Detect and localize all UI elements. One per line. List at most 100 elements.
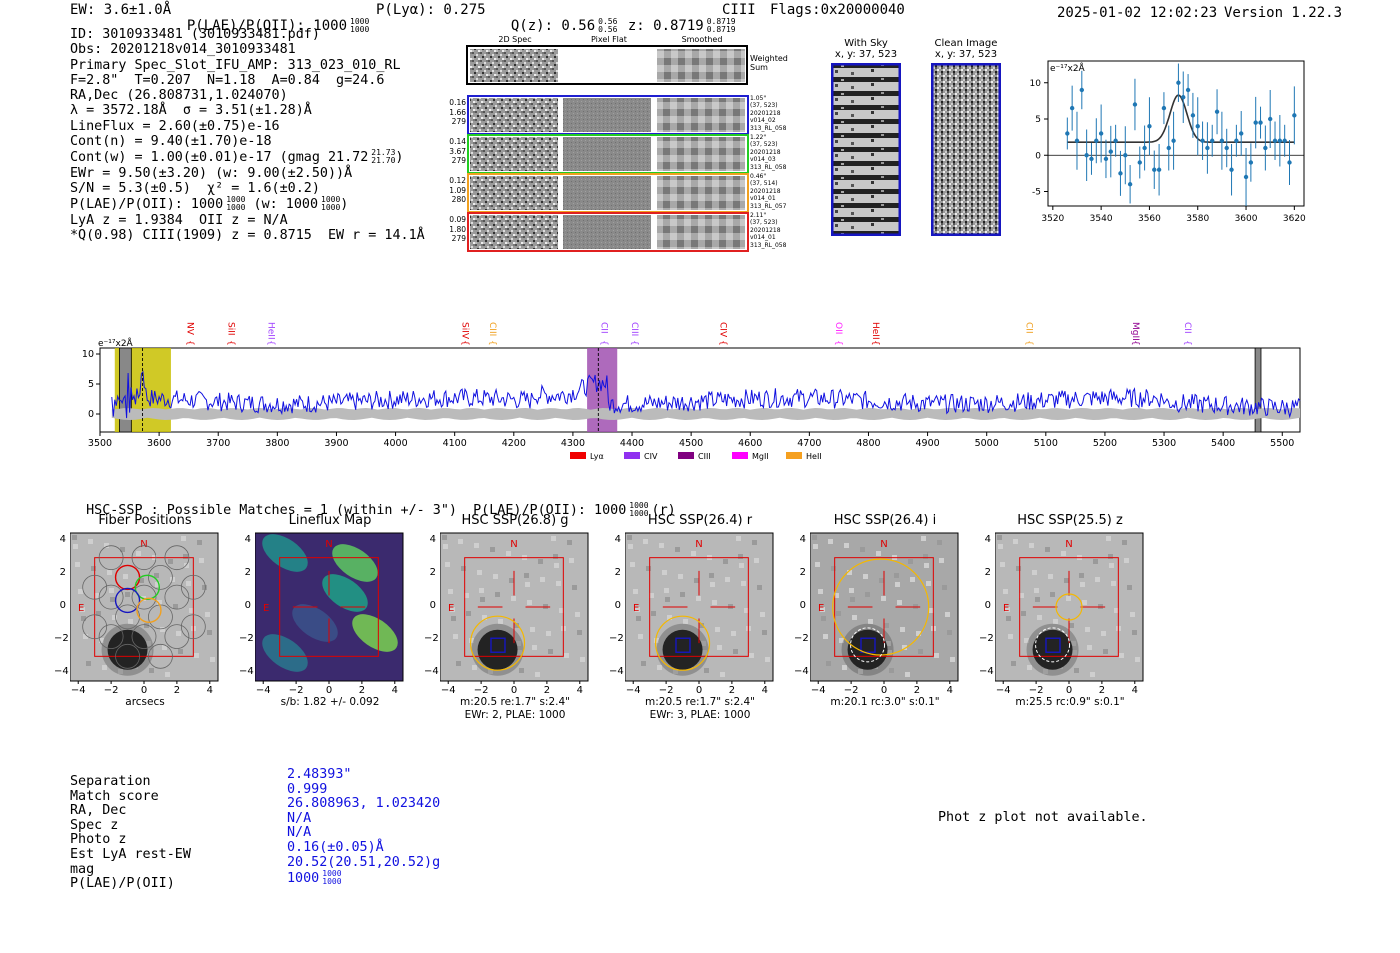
- cutout-2dspec: [470, 176, 558, 210]
- cutout-meta: (37, 523): [750, 102, 778, 110]
- hsc-noise: [1034, 588, 1039, 593]
- with-sky-title: With Sky x, y: 37, 523: [826, 38, 906, 60]
- match-value-text: 1000: [287, 871, 320, 887]
- hsc-noise: [580, 657, 585, 662]
- hsc-noise: [160, 627, 165, 632]
- compass-north: N: [325, 539, 332, 550]
- lineflux-blob: [262, 634, 308, 672]
- cutout-stat: 0.14: [449, 137, 466, 146]
- match-label: Est LyA rest-EW: [70, 846, 191, 862]
- legend-label: CIV: [644, 452, 658, 461]
- hsc-noise: [451, 616, 456, 621]
- hsc-source: [477, 629, 518, 670]
- hsc-source-halo: [101, 623, 154, 676]
- fit-data-point: [1156, 167, 1162, 172]
- hsc-noise: [1006, 616, 1011, 621]
- fit-xtick-label: 3580: [1186, 214, 1209, 224]
- hsc-noise: [895, 582, 900, 587]
- hsc-noise: [929, 608, 934, 613]
- match-values: 2.48393" 0.999 26.808963, 1.023420 N/A N/A 0.…: [287, 767, 440, 887]
- hsc-xtick-label: −4: [255, 685, 271, 696]
- fit-data-point: [1190, 113, 1196, 118]
- header-z: z: 0.8719 0.8719 0.8719: [611, 2, 736, 35]
- cutout-row-stats: 0.16 1.66 279: [440, 98, 466, 127]
- hsc-panel-image: NE: [995, 532, 1144, 684]
- hsc-noise: [821, 616, 826, 621]
- cutout-row: 0.14 3.67 279 1.22" (37, 523) 20201218 v014_03…: [440, 134, 800, 174]
- cutout-row-stats: 0.14 3.67 279: [440, 137, 466, 166]
- spectrum-error-band: [111, 408, 1300, 420]
- hsc-panel-caption: m:20.5 re:1.7" s:2.4": [460, 696, 570, 708]
- fit-data-point: [1219, 138, 1225, 143]
- hsc-noise: [88, 539, 93, 544]
- spectrum-line-marker-label: CII: [1182, 322, 1192, 334]
- with-sky-title-text: With Sky: [844, 38, 888, 49]
- info-plae-hi: 1000: [226, 195, 246, 205]
- hsc-xtick-label: 2: [913, 685, 921, 696]
- hsc-noise: [509, 578, 514, 583]
- hsc-panel-image: NE: [810, 532, 959, 684]
- info-plae-w: (w: 1000: [253, 197, 319, 213]
- hsc-noise: [551, 536, 556, 541]
- cutout-smoothed: [657, 176, 745, 210]
- hsc-noise: [189, 608, 194, 613]
- hsc-noise: [1069, 623, 1074, 628]
- hsc-noise: [812, 535, 817, 540]
- hsc-noise: [474, 543, 479, 548]
- fit-data-point: [1094, 138, 1099, 143]
- cutout-meta: v014_02: [750, 117, 776, 125]
- hsc-ytick-label: 4: [244, 534, 251, 546]
- legend-label: Lyα: [590, 452, 604, 461]
- cutout-stat: 3.67: [449, 146, 466, 156]
- cutout-stat: 279: [451, 234, 466, 243]
- hsc-xtick-label: −4: [625, 685, 641, 696]
- fiber-circle: [131, 545, 157, 571]
- fit-xtick-label: 3620: [1283, 214, 1306, 224]
- cutout-stat: 279: [451, 117, 466, 126]
- hsc-noise: [887, 650, 892, 655]
- hsc-xtick-label: 4: [761, 685, 768, 696]
- hsc-noise: [710, 582, 715, 587]
- hsc-noise: [569, 558, 574, 563]
- fit-data-point: [1253, 120, 1258, 125]
- match-value-text: 2.48393": [287, 767, 352, 782]
- cutout-pixelflat: [563, 176, 651, 210]
- hsc-noise: [762, 630, 767, 635]
- hsc-xtick-label: −4: [995, 685, 1011, 696]
- hsc-panel: HSC SSP(26.4) r N E 4 −4 2 −2 0 0 −2 2 −4 4 m:20.5 re…: [609, 513, 805, 723]
- hsc-source: [107, 629, 148, 670]
- hsc-xtick-label: 0: [140, 685, 148, 696]
- cutout-meta: v014_01: [750, 195, 776, 203]
- hsc-noise: [517, 650, 522, 655]
- match-value: N/A: [287, 826, 440, 841]
- hsc-noise: [1045, 547, 1050, 552]
- hsc-noise: [680, 592, 685, 597]
- fit-data-point: [1248, 160, 1254, 165]
- hsc-noise: [112, 615, 117, 620]
- info-contw: Cont(w) = 1.00(±0.01)e-17 (gmag 21.72 21.…: [70, 148, 404, 166]
- hsc-noise: [630, 562, 635, 567]
- hsc-xtick-label: 2: [1098, 685, 1106, 696]
- match-value: 0.16(±0.05)Å: [287, 840, 440, 856]
- lineflux-blob: [262, 534, 308, 572]
- hsc-fov-box: [1019, 557, 1119, 657]
- hsc-ytick-label: 0: [984, 600, 991, 611]
- hsc-source-halo: [471, 623, 524, 676]
- fit-data-point: [1282, 138, 1287, 143]
- hsc-noise: [554, 563, 559, 568]
- hsc-noise: [667, 615, 672, 620]
- match-plae-hi: 1000: [322, 869, 342, 879]
- fit-axes-frame: [1047, 60, 1305, 207]
- info-primary: Primary Spec_Slot_IFU_AMP: 313_023_010_R…: [70, 57, 401, 73]
- hsc-noise: [197, 540, 202, 545]
- fiber-highlight: [136, 597, 162, 623]
- cutout-row-images: [467, 173, 749, 213]
- hsc-source-halo: [656, 623, 709, 676]
- hsc-noise: [739, 563, 744, 568]
- hsc-noise: [1024, 638, 1029, 643]
- hsc-noise: [535, 672, 540, 677]
- spectrum-ytick-label: 0: [88, 409, 94, 420]
- hsc-ytick-label: 2: [984, 567, 991, 579]
- hsc-xtick-label: 2: [173, 685, 181, 696]
- hsc-noise: [998, 544, 1003, 549]
